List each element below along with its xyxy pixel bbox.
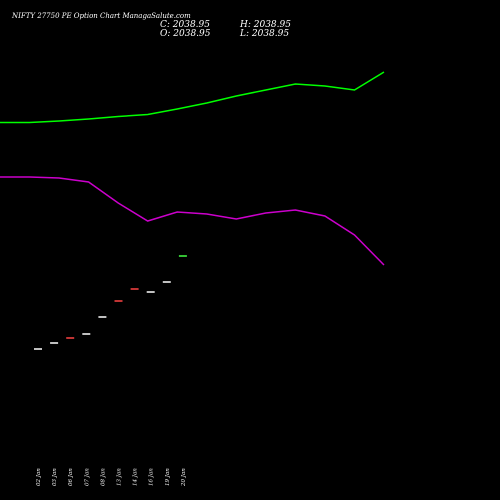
close-value: C: 2038.95 xyxy=(160,20,210,30)
x-tick-label: 19 Jan xyxy=(165,468,171,486)
low-value: L: 2038.95 xyxy=(240,29,290,39)
x-tick-label: 03 Jan xyxy=(52,468,58,486)
x-tick-label: 06 Jan xyxy=(68,468,74,486)
x-tick-label: 20 Jan xyxy=(181,468,187,487)
x-tick-label: 16 Jan xyxy=(149,468,155,486)
x-tick-label: 08 Jan xyxy=(100,468,106,486)
high-value: H: 2038.95 xyxy=(240,20,291,30)
x-tick-label: 13 Jan xyxy=(117,468,123,486)
series-line-1 xyxy=(0,176,385,266)
series-line-0 xyxy=(0,71,385,124)
open-value: O: 2038.95 xyxy=(160,29,211,39)
x-tick-label: 07 Jan xyxy=(84,468,90,486)
x-tick-label: 14 Jan xyxy=(133,468,139,486)
chart-title: NIFTY 27750 PE Option Chart ManagaSalute… xyxy=(12,12,191,20)
x-tick-label: 02 Jan xyxy=(36,468,42,486)
